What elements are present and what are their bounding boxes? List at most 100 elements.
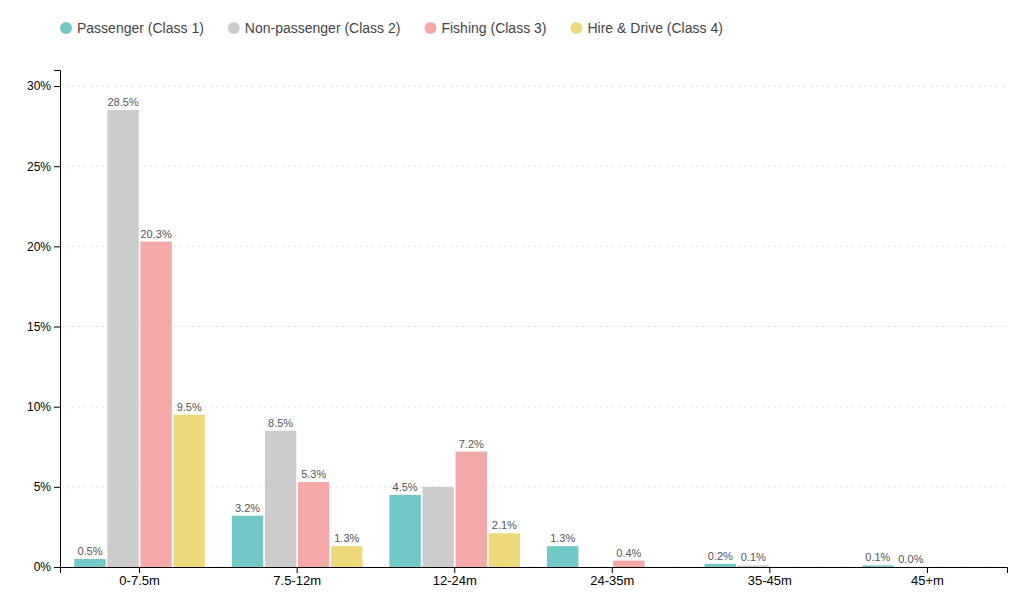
x-tick-label: 7.5-12m: [273, 573, 321, 588]
y-tick: 5%: [34, 480, 60, 494]
x-tick-label: 35-45m: [748, 573, 792, 588]
data-label: 0.4%: [616, 547, 641, 559]
data-label: 1.3%: [334, 532, 359, 544]
bar: [173, 415, 204, 567]
bar: [895, 567, 926, 568]
data-label: 0.0%: [898, 553, 923, 565]
data-label: 9.5%: [177, 401, 202, 413]
data-label: 4.5%: [393, 481, 418, 493]
x-tick: 35-45m: [748, 567, 792, 588]
legend-item: Passenger (Class 1): [60, 20, 204, 36]
y-tick-label: 25%: [27, 160, 51, 174]
x-tick-label: 12-24m: [433, 573, 477, 588]
bar: [331, 546, 362, 567]
bar: [804, 567, 835, 568]
legend-item: Hire & Drive (Class 4): [570, 20, 722, 36]
data-label: 8.5%: [268, 417, 293, 429]
x-tick-mark: [769, 567, 770, 573]
x-tick-mark: [297, 567, 298, 573]
series: [140, 242, 644, 567]
y-axis: 0% 5% 10% 15% 20% 25% 30%: [27, 71, 61, 575]
data-label: 20.3%: [141, 228, 172, 240]
bar: [298, 482, 329, 567]
bar: [232, 516, 263, 567]
bar: [456, 452, 487, 567]
data-label: 2.1%: [492, 519, 517, 531]
bar: [961, 567, 992, 568]
y-tick-mark: [54, 327, 60, 328]
plot-area: 0% 5% 10% 15% 20% 25% 30% 0-7.5m 7.5-12m 12-24m 24…: [27, 71, 1008, 589]
chart: 0% 5% 10% 15% 20% 25% 30% 0-7.5m 7.5-12m 12-24m 24…: [0, 0, 1032, 612]
grid-line: [60, 406, 1007, 407]
y-tick-mark: [54, 487, 60, 488]
x-tick-mark: [612, 567, 613, 573]
bar: [422, 487, 453, 567]
x-tick: 12-24m: [433, 567, 477, 588]
y-axis-line: [54, 71, 61, 568]
bar: [646, 567, 677, 568]
series: [107, 110, 769, 567]
bars: [74, 110, 893, 567]
y-tick-label: 0%: [34, 560, 52, 574]
bar: [140, 242, 171, 567]
y-tick-label: 20%: [27, 240, 51, 254]
bar: [613, 561, 644, 567]
y-tick: 0%: [34, 560, 60, 574]
grid-line: [60, 86, 1007, 87]
legend-swatch: [60, 22, 72, 34]
data-label: 5.3%: [301, 468, 326, 480]
y-tick-label: 5%: [34, 480, 52, 494]
bar: [265, 431, 296, 567]
bar: [107, 110, 138, 567]
legend-item: Non-passenger (Class 2): [228, 20, 401, 36]
x-tick-label: 24-35m: [590, 573, 634, 588]
x-tick: 0-7.5m: [119, 567, 159, 588]
y-tick-mark: [54, 86, 60, 87]
y-tick-label: 15%: [27, 320, 51, 334]
data-label: 0.1%: [865, 551, 890, 563]
grid-line: [60, 326, 1007, 327]
x-tick: 45+m: [911, 567, 944, 588]
legend: Passenger (Class 1) Non-passenger (Class …: [60, 20, 723, 36]
y-tick: 25%: [27, 160, 60, 174]
legend-label: Hire & Drive (Class 4): [587, 20, 722, 36]
legend-item: Fishing (Class 3): [424, 20, 546, 36]
x-tick: 24-35m: [590, 567, 634, 588]
bar: [862, 565, 893, 567]
data-label: 3.2%: [235, 502, 260, 514]
y-tick-mark: [54, 166, 60, 167]
data-label: 0.1%: [741, 551, 766, 563]
data-label: 1.3%: [550, 532, 575, 544]
y-tick-mark: [54, 407, 60, 408]
x-tick-label: 45+m: [911, 573, 944, 588]
legend-swatch: [570, 22, 582, 34]
legend-swatch: [424, 22, 436, 34]
bar: [928, 567, 959, 568]
x-tick-mark: [454, 567, 455, 573]
bar: [489, 533, 520, 567]
y-tick-mark: [54, 246, 60, 247]
x-axis: 0-7.5m 7.5-12m 12-24m 24-35m 35-45m 45+m: [61, 567, 1008, 588]
bar: [389, 495, 420, 567]
grid: [60, 86, 1007, 567]
y-tick: 10%: [27, 400, 60, 414]
grid-line: [60, 166, 1007, 167]
y-tick: 15%: [27, 320, 60, 334]
data-label: 0.5%: [77, 545, 102, 557]
y-tick: 30%: [27, 79, 60, 93]
data-label: 7.2%: [459, 438, 484, 450]
legend-swatch: [228, 22, 240, 34]
data-labels: 0.5% 3.2% 4.5% 1.3% 0.2% 0.1% 28.5% 8.5% 0.1% 0.0…: [77, 96, 923, 565]
bar: [771, 567, 802, 568]
bar: [580, 567, 611, 568]
x-tick-mark: [927, 567, 928, 573]
grid-line: [60, 246, 1007, 247]
data-label: 28.5%: [107, 96, 138, 108]
y-tick-label: 10%: [27, 400, 51, 414]
x-tick: 7.5-12m: [273, 567, 321, 588]
y-tick-mark: [54, 567, 60, 568]
y-tick-label: 30%: [27, 79, 51, 93]
bar: [738, 565, 769, 567]
bar: [74, 559, 105, 567]
data-label: 0.2%: [708, 550, 733, 562]
